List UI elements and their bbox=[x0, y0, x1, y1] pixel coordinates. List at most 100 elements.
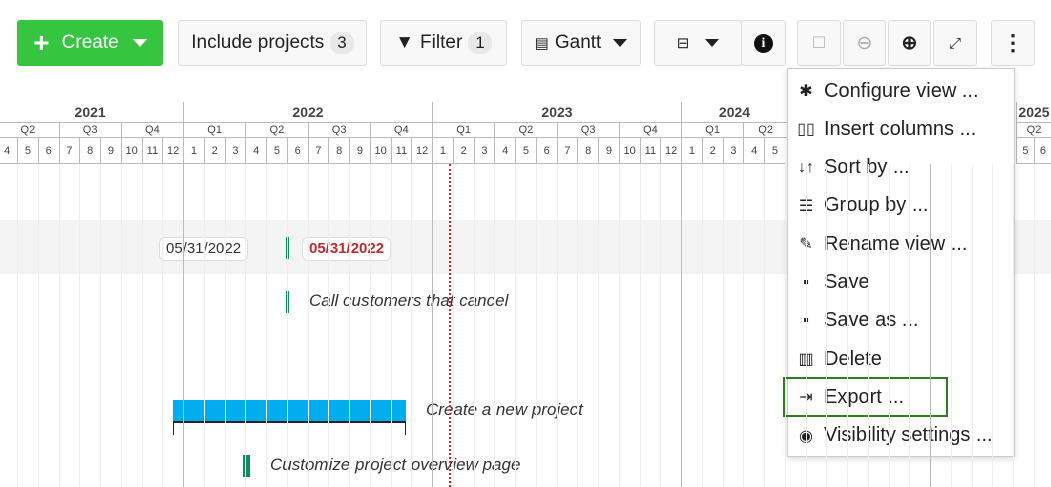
month-header: 5 bbox=[17, 138, 38, 164]
menu-item-rename-view[interactable]: ✎Rename view ... bbox=[788, 226, 1012, 262]
quarter-header: Q2 bbox=[1016, 123, 1051, 138]
quarter-header: Q1 bbox=[432, 123, 495, 138]
month-header: 4 bbox=[245, 138, 266, 164]
view-mode-button[interactable]: ▤ Gantt bbox=[521, 20, 641, 66]
menu-item-label: Configure view ... bbox=[824, 79, 979, 102]
work-package-label: Customize project overview page bbox=[270, 455, 521, 474]
month-header: 3 bbox=[473, 138, 495, 164]
month-gridline bbox=[660, 164, 662, 487]
month-gridline bbox=[764, 164, 765, 487]
month-gridline bbox=[805, 164, 807, 487]
quarter-header: Q1 bbox=[183, 123, 246, 138]
menu-item-label: Save bbox=[824, 271, 870, 293]
zoom-in-icon: ⊕ bbox=[901, 32, 918, 54]
month-gridline bbox=[909, 164, 911, 487]
month-gridline bbox=[515, 164, 516, 487]
quarter-header: Q2 bbox=[0, 123, 59, 138]
menu-item-label: Rename view ... bbox=[824, 232, 968, 255]
month-header: 2 bbox=[701, 138, 723, 164]
month-gridline bbox=[17, 164, 18, 487]
quarter-header: Q2 bbox=[245, 123, 308, 138]
fullscreen-button[interactable]: □ bbox=[797, 20, 841, 66]
month-header: 10 bbox=[120, 138, 142, 164]
month-header: 11 bbox=[390, 138, 412, 164]
month-gridline bbox=[618, 164, 620, 487]
month-gridline bbox=[58, 164, 60, 487]
quarter-header: Q3 bbox=[556, 123, 619, 138]
year-header: 2024 bbox=[681, 102, 787, 123]
month-gridline bbox=[203, 164, 205, 487]
add-column-icon: ⊟ bbox=[676, 35, 690, 52]
month-header: 3 bbox=[224, 138, 246, 164]
zoom-out-button[interactable]: ⊖ bbox=[843, 20, 886, 66]
more-button[interactable]: ⋮ bbox=[991, 20, 1035, 66]
menu-item-label: Export ... bbox=[824, 385, 905, 408]
month-header: 11 bbox=[639, 138, 661, 164]
month-gridline bbox=[556, 164, 558, 487]
month-header: 12 bbox=[660, 138, 681, 164]
menu-item-insert-columns[interactable]: ▯▯ Insert columns ... bbox=[788, 111, 1012, 147]
month-gridline bbox=[349, 164, 350, 487]
create-button[interactable]: + Create bbox=[17, 20, 163, 66]
month-header: 6 bbox=[286, 138, 308, 164]
info-icon: i bbox=[754, 33, 773, 53]
filter-count: 1 bbox=[468, 32, 492, 54]
auto-zoom-button[interactable]: ⤢ bbox=[933, 20, 977, 66]
month-gridline bbox=[639, 164, 641, 487]
month-gridline bbox=[120, 164, 122, 487]
year-gridline bbox=[183, 164, 184, 487]
month-header: 7 bbox=[307, 138, 329, 164]
quarter-header: Q4 bbox=[120, 123, 183, 138]
month-gridline bbox=[743, 164, 745, 487]
month-gridline bbox=[888, 164, 890, 487]
end-date-label: 05/31/2022 bbox=[302, 237, 392, 261]
month-gridline bbox=[452, 164, 454, 487]
include-projects-button[interactable]: Include projects 3 bbox=[178, 20, 367, 66]
month-header: 5 bbox=[764, 138, 785, 164]
year-header: 2022 bbox=[183, 102, 432, 123]
year-gridline bbox=[432, 164, 433, 487]
month-header: 6 bbox=[1033, 138, 1051, 164]
month-gridline bbox=[598, 164, 599, 487]
menu-item-export[interactable]: ⇥Export ... bbox=[783, 377, 948, 418]
menu-item-label: Delete bbox=[824, 347, 882, 370]
menu-item-label: Group by ... bbox=[824, 194, 929, 217]
month-header: 1 bbox=[681, 138, 702, 164]
menu-item-configure-view[interactable]: ✱ Configure view ... bbox=[788, 73, 1012, 109]
quarter-header: Q1 bbox=[681, 123, 744, 138]
menu-item-delete[interactable]: ▥Delete bbox=[788, 341, 1012, 377]
quarter-header: Q4 bbox=[369, 123, 432, 138]
quarter-header: Q3 bbox=[58, 123, 121, 138]
month-header: 6 bbox=[37, 138, 59, 164]
menu-item-sort-by[interactable]: ↓↑Sort by ... bbox=[788, 150, 1012, 186]
caret-down-icon bbox=[613, 39, 628, 47]
milestone-marker[interactable] bbox=[243, 455, 250, 477]
caret-down-icon bbox=[705, 39, 720, 47]
more-vertical-icon: ⋮ bbox=[1002, 30, 1024, 55]
month-header: 10 bbox=[618, 138, 640, 164]
menu-item-save[interactable]: ▪Save bbox=[788, 265, 1012, 301]
month-header: 12 bbox=[162, 138, 183, 164]
month-gridline bbox=[784, 164, 786, 487]
menu-item-visibility-settings[interactable]: ◉Visibility settings ... bbox=[788, 418, 1012, 454]
month-header: 9 bbox=[349, 138, 370, 164]
month-gridline bbox=[307, 164, 309, 487]
month-gridline bbox=[245, 164, 247, 487]
add-column-button[interactable]: ⊟ bbox=[654, 20, 742, 66]
month-header: 9 bbox=[100, 138, 121, 164]
month-header: 7 bbox=[58, 138, 80, 164]
zoom-in-button[interactable]: ⊕ bbox=[888, 20, 931, 66]
year-header: 2023 bbox=[432, 102, 681, 123]
menu-item-group-by[interactable]: ☰Group by ... bbox=[788, 188, 1012, 224]
month-gridline bbox=[722, 164, 724, 487]
filter-button[interactable]: ▼ Filter 1 bbox=[380, 20, 507, 66]
work-package-bar[interactable] bbox=[173, 400, 406, 421]
month-gridline bbox=[847, 164, 848, 487]
month-gridline bbox=[1013, 164, 1014, 487]
timeline-header: 2021 Q2 Q3 Q4 2022 Q1 Q2 Q3 Q4 2023 Q1 Q2 Q3 Q4 2024 Q1… bbox=[0, 102, 1051, 164]
info-button[interactable]: i bbox=[741, 20, 786, 66]
month-gridline bbox=[328, 164, 330, 487]
menu-item-save-as[interactable]: ▪Save as ... bbox=[788, 303, 1012, 339]
month-header: 10 bbox=[369, 138, 391, 164]
month-gridline bbox=[266, 164, 267, 487]
